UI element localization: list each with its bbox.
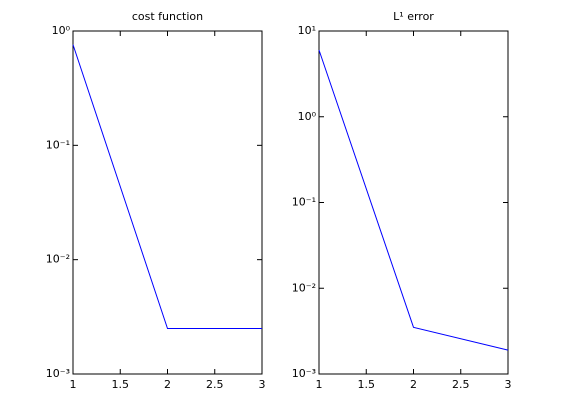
axis-box (318, 30, 509, 375)
x-tick-label: 3 (505, 378, 512, 391)
x-tick-label: 1.5 (358, 378, 376, 391)
y-tick-label: 10⁰ (52, 24, 71, 37)
y-tick-label: 10¹ (298, 24, 316, 37)
x-tick-label: 3 (259, 378, 266, 391)
x-tick-label: 2.5 (452, 378, 470, 391)
data-line (318, 49, 509, 351)
x-tick-label: 2 (164, 378, 171, 391)
y-tick-label: 10⁻³ (46, 367, 70, 380)
x-tick-label: 1 (70, 378, 77, 391)
chart-title: L¹ error (393, 10, 434, 23)
x-tick-label: 1 (316, 378, 323, 391)
x-tick-label: 2.5 (206, 378, 224, 391)
y-tick-label: 10⁻² (46, 253, 70, 266)
chart-title: cost function (132, 10, 203, 23)
data-line (72, 44, 262, 330)
y-tick-label: 10⁰ (298, 110, 317, 123)
y-tick-label: 10⁻¹ (292, 196, 316, 209)
axis-box (72, 30, 263, 375)
x-tick-label: 2 (410, 378, 417, 391)
y-tick-label: 10⁻² (292, 281, 316, 294)
x-tick-label: 1.5 (112, 378, 130, 391)
y-tick-label: 10⁻³ (292, 367, 316, 380)
y-tick-label: 10⁻¹ (46, 138, 70, 151)
